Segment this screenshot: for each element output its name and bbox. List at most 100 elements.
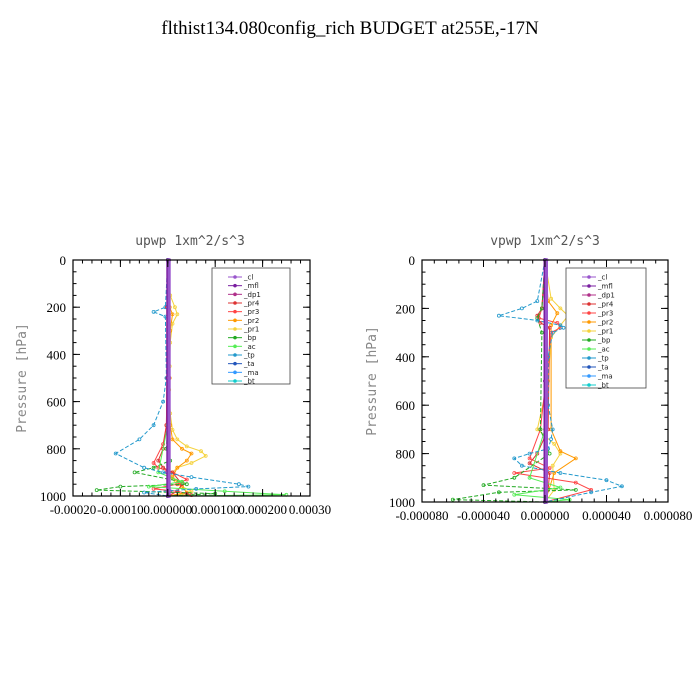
y-tick-label: 600	[396, 398, 416, 413]
data-point-pr1	[175, 437, 180, 442]
legend-label: _pr1	[597, 328, 613, 336]
data-point-pr4	[156, 458, 161, 463]
data-point-pr4	[547, 471, 552, 475]
y-tick-label: 1000	[40, 489, 66, 504]
chart-upwp: upwp 1xm^2/s^3 Pressure [hPa] 0 200 400 600…	[15, 234, 331, 517]
data-point-pr3	[156, 465, 161, 470]
legend-label: _tp	[597, 355, 609, 363]
data-point-pr4	[547, 325, 552, 330]
legend-label: _pr2	[597, 319, 613, 327]
legend-label: _bt	[243, 378, 255, 386]
legend-label: _ta	[243, 360, 255, 368]
data-point-tp	[520, 306, 524, 311]
data-point-bp	[540, 330, 544, 335]
data-point-pr2	[189, 451, 194, 456]
data-point-tp	[246, 484, 251, 489]
legend-marker	[233, 292, 237, 297]
data-point-pr1	[558, 306, 563, 311]
data-point-pr1	[184, 444, 189, 449]
data-point-pr3	[151, 486, 156, 491]
data-point-ac	[558, 485, 563, 490]
data-point-bp	[151, 465, 156, 470]
data-point-tp	[151, 423, 156, 428]
data-point-pr3	[547, 466, 552, 471]
y-tick-label: 0	[409, 253, 416, 268]
data-point-bp	[573, 487, 578, 492]
legend-marker	[233, 275, 237, 279]
series-line-pr4	[528, 259, 551, 503]
legend-label: _pr4	[597, 301, 614, 309]
series-line-ac	[148, 260, 287, 497]
legend-marker	[233, 379, 237, 383]
data-point-tp	[604, 478, 609, 483]
data-point-ac	[180, 479, 184, 484]
legend-marker	[233, 309, 237, 314]
data-point-pr3	[512, 471, 517, 475]
series-line-tp	[114, 259, 249, 497]
data-point-bp	[540, 306, 544, 311]
data-point-pr3	[151, 461, 156, 465]
data-point-bp	[496, 490, 501, 495]
data-point-pr2	[180, 446, 184, 451]
data-point-bp	[481, 483, 486, 488]
data-point-pr1	[172, 305, 177, 310]
data-point-bp	[538, 427, 543, 432]
legend-marker	[587, 311, 591, 315]
data-point-pr2	[184, 458, 189, 463]
data-point-tp	[113, 451, 118, 456]
legend-label: _ta	[597, 364, 609, 372]
data-point-pr2	[573, 456, 578, 461]
data-point-cl	[167, 376, 172, 380]
legend-label: _ma	[243, 369, 259, 377]
legend-marker	[233, 283, 237, 288]
legend-marker	[587, 338, 591, 342]
y-tick-label: 1000	[389, 495, 415, 510]
x-tick-label: 0.000040	[582, 508, 631, 523]
legend-marker	[233, 318, 237, 323]
legend-label: _pr3	[243, 308, 259, 316]
data-point-pr3	[555, 320, 560, 325]
data-point-pr4	[527, 461, 532, 466]
data-point-pr3	[527, 456, 532, 461]
legend-marker	[587, 347, 591, 351]
series-line-pr1	[536, 259, 569, 503]
data-point-tp	[620, 484, 624, 489]
legend-marker	[587, 275, 591, 279]
data-point-tp	[589, 490, 593, 495]
legend-label: _ac	[243, 343, 256, 351]
data-point-pr2	[170, 437, 175, 442]
data-point-tp	[512, 456, 517, 461]
y-axis-label: Pressure [hPa]	[365, 326, 380, 436]
legend-label: _mfl	[243, 282, 259, 290]
legend-marker	[233, 361, 237, 366]
x-tick-label: 0.000100	[191, 502, 240, 517]
legend-label: _pr2	[243, 317, 259, 325]
legend-marker	[233, 301, 237, 305]
x-tick-label: 0.000000	[521, 508, 570, 523]
x-tick-label: -0.00010	[97, 502, 144, 517]
data-point-tp	[137, 437, 142, 442]
legend-label: _dp1	[597, 292, 615, 300]
legend-marker	[233, 344, 237, 349]
legend-marker	[587, 383, 591, 387]
data-point-bp	[547, 451, 552, 456]
legend-box	[565, 267, 647, 389]
legend-marker	[233, 370, 237, 375]
data-point-pr3	[184, 477, 189, 482]
data-point-pr2	[175, 465, 180, 470]
data-point-tp	[161, 399, 166, 404]
data-point-tp	[535, 318, 540, 323]
data-point-tp	[142, 465, 147, 470]
legend-marker	[587, 374, 591, 378]
data-point-tp	[142, 490, 147, 495]
legend-label: _ac	[597, 346, 610, 354]
legend-label: _dp1	[243, 291, 261, 299]
y-tick-label: 400	[47, 347, 67, 362]
data-point-pr1	[558, 451, 563, 456]
data-point-bp	[450, 497, 455, 502]
x-tick-label: 0.000080	[644, 508, 693, 523]
series-line-pr3	[152, 259, 192, 497]
data-point-pr4	[538, 320, 543, 325]
data-point-bp	[118, 484, 123, 489]
y-tick-label: 200	[47, 300, 67, 315]
